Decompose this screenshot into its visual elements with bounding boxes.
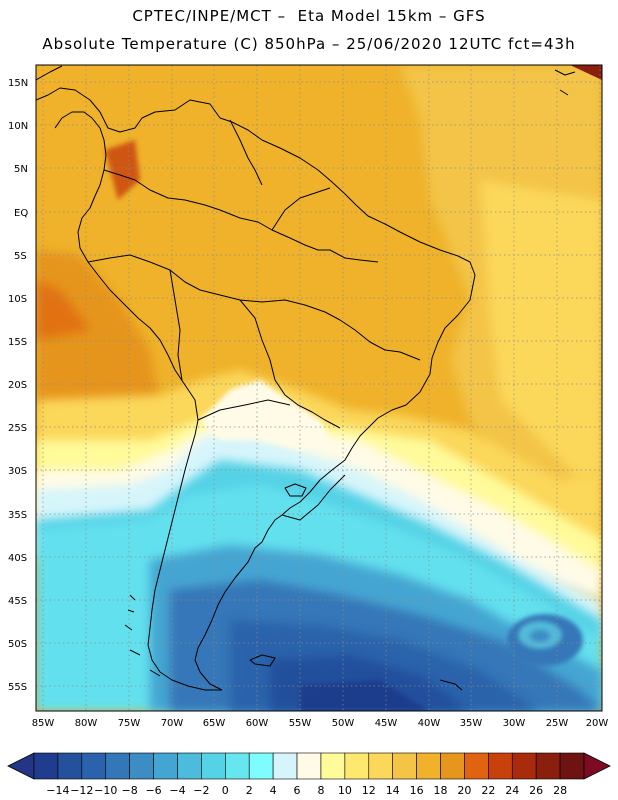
colorbar-swatch <box>272 752 298 780</box>
colorbar-swatch <box>535 752 561 780</box>
colorbar-swatch <box>392 752 417 780</box>
colorbar-swatch <box>559 752 585 780</box>
lat-label: 40S <box>8 553 27 564</box>
colorbar-label: 20 <box>457 784 471 797</box>
lat-label: 10S <box>8 294 27 305</box>
coastlines <box>36 65 576 691</box>
lat-label: 20S <box>8 380 27 391</box>
longitude-labels: 85W 80W 75W 70W 65W 60W 55W 50W 45W 40W … <box>32 718 609 729</box>
lon-label: 40W <box>418 718 441 729</box>
colorbar-swatch <box>440 752 465 780</box>
colorbar-swatch <box>105 752 130 780</box>
colorbar-swatch <box>416 752 441 780</box>
lon-label: 20W <box>586 718 609 729</box>
colorbar-label: −6 <box>145 784 161 797</box>
colorbar-label: 6 <box>294 784 301 797</box>
temperature-field <box>36 65 602 711</box>
lon-label: 50W <box>332 718 355 729</box>
colorbar-swatch <box>57 752 83 780</box>
colorbar-label: 22 <box>481 784 495 797</box>
lon-label: 65W <box>203 718 226 729</box>
colorbar-label: 14 <box>386 784 400 797</box>
lon-label: 55W <box>289 718 312 729</box>
colorbar: −14 −12 −10 −8 −6 −4 −2 0 2 4 6 8 10 12 14 16 18 20 22 24 26… <box>7 752 611 797</box>
lat-label: 5N <box>14 164 28 175</box>
map-title: CPTEC/INPE/MCT – Eta Model 15km – GFS <box>132 7 486 25</box>
colorbar-label: 12 <box>362 784 376 797</box>
lat-label: 15S <box>8 337 27 348</box>
colorbar-swatch <box>33 752 59 780</box>
lat-label: 15N <box>8 78 28 89</box>
lon-label: 45W <box>375 718 398 729</box>
colorbar-swatch <box>153 752 178 780</box>
colorbar-swatch <box>201 752 226 780</box>
lon-label: 85W <box>32 718 55 729</box>
colorbar-swatch <box>488 752 513 780</box>
colorbar-over-arrow <box>583 752 611 780</box>
colorbar-label: 18 <box>434 784 448 797</box>
colorbar-label: −12 <box>70 784 93 797</box>
lat-label: 55S <box>8 682 27 693</box>
colorbar-swatch <box>177 752 202 780</box>
colorbar-swatch <box>344 752 370 780</box>
colorbar-label: −10 <box>94 784 117 797</box>
colorbar-under-arrow <box>7 752 35 780</box>
latitude-labels: 15N 10N 5N EQ 5S 10S 15S 20S 25S 30S 35S… <box>8 78 28 693</box>
colorbar-swatch <box>320 752 346 780</box>
colorbar-label: 24 <box>505 784 519 797</box>
lat-label: 35S <box>8 510 27 521</box>
lat-label: 50S <box>8 639 27 650</box>
lon-label: 80W <box>75 718 98 729</box>
colorbar-label: −4 <box>169 784 185 797</box>
lon-label: 30W <box>503 718 526 729</box>
lat-label: 25S <box>8 423 27 434</box>
colorbar-label: −2 <box>193 784 209 797</box>
lat-label: 45S <box>8 596 27 607</box>
colorbar-swatch <box>368 752 393 780</box>
lon-label: 75W <box>118 718 141 729</box>
colorbar-swatch <box>81 752 107 780</box>
colorbar-label: 8 <box>317 784 324 797</box>
lon-label: 70W <box>161 718 184 729</box>
colorbar-label: −8 <box>122 784 138 797</box>
colorbar-label: 28 <box>553 784 567 797</box>
colorbar-swatch <box>464 752 489 780</box>
colorbar-swatch <box>225 752 250 780</box>
colorbar-swatch <box>296 752 322 780</box>
lon-label: 60W <box>246 718 269 729</box>
colorbar-label: 4 <box>270 784 277 797</box>
colorbar-label: 16 <box>410 784 424 797</box>
colorbar-swatch <box>248 752 274 780</box>
colorbar-label: 10 <box>338 784 352 797</box>
lon-label: 35W <box>460 718 483 729</box>
colorbar-swatch <box>129 752 154 780</box>
map-subtitle: Absolute Temperature (C) 850hPa – 25/06/… <box>42 35 576 53</box>
colorbar-swatch <box>511 752 537 780</box>
lon-label: 25W <box>546 718 569 729</box>
lat-label: 30S <box>8 466 27 477</box>
lat-label: 5S <box>14 251 27 262</box>
colorbar-label: 2 <box>246 784 253 797</box>
lat-label: EQ <box>14 208 28 219</box>
colorbar-label: 26 <box>529 784 543 797</box>
map-frame <box>35 64 603 712</box>
colorbar-label: −14 <box>46 784 69 797</box>
colorbar-label: 0 <box>222 784 229 797</box>
lat-label: 10N <box>8 121 28 132</box>
